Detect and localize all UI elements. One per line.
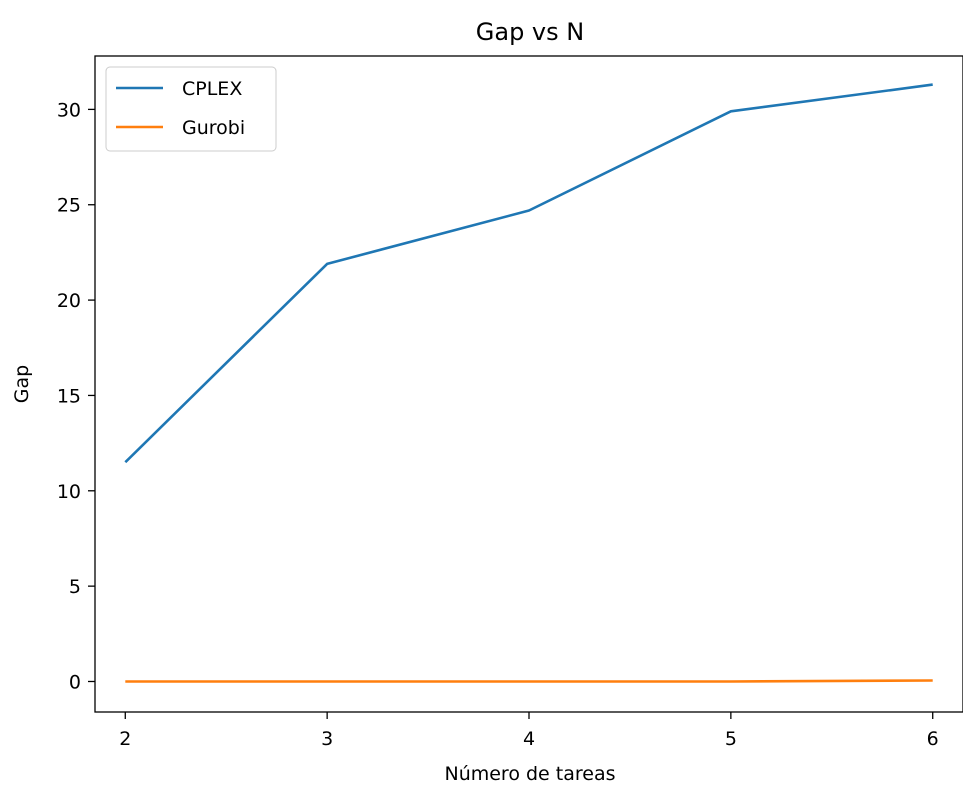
x-tick-label: 6 — [927, 728, 939, 750]
axes-frame — [94, 55, 963, 713]
y-tick-label: 15 — [57, 385, 81, 407]
y-tick-label: 5 — [69, 576, 81, 598]
series-line-cplex — [124, 83, 933, 464]
y-tick-label: 30 — [57, 99, 81, 121]
y-tick-label: 10 — [57, 481, 81, 503]
y-tick-label: 0 — [69, 671, 81, 693]
x-tick-label: 4 — [523, 728, 535, 750]
legend-label-cplex: CPLEX — [182, 78, 242, 100]
legend-label-gurobi: Gurobi — [182, 117, 245, 139]
series-line-gurobi — [125, 679, 933, 683]
x-tick-label: 3 — [321, 728, 333, 750]
plot-area — [124, 83, 933, 683]
x-tick-label: 2 — [119, 728, 131, 750]
legend: CPLEX Gurobi — [105, 66, 277, 152]
y-tick-label: 25 — [57, 195, 81, 217]
y-axis-label: Gap — [11, 365, 33, 403]
chart-title: Gap vs N — [476, 18, 584, 46]
y-tick-label: 20 — [57, 290, 81, 312]
x-tick-label: 5 — [725, 728, 737, 750]
x-axis-label: Número de tareas — [444, 763, 615, 785]
x-axis-ticks: 2 3 4 5 6 — [119, 712, 939, 750]
y-axis-ticks: 0 5 10 15 20 25 30 — [57, 99, 95, 693]
